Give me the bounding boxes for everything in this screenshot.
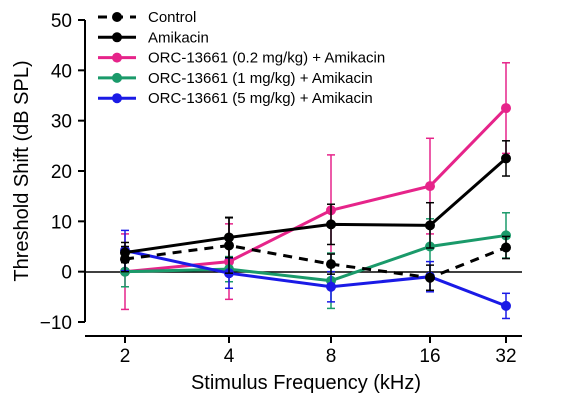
legend-label: Control xyxy=(148,9,196,26)
legend-item-2: ORC-13661 (0.2 mg/kg) + Amikacin xyxy=(98,50,385,67)
x-tick-label: 16 xyxy=(419,346,440,367)
x-tick-label: 32 xyxy=(495,346,516,367)
data-point xyxy=(425,220,435,231)
series-line xyxy=(124,107,508,274)
legend-item-3: ORC-13661 (1 mg/kg) + Amikacin xyxy=(98,70,373,87)
data-point xyxy=(224,240,234,251)
series-layer xyxy=(120,62,511,320)
legend: Control Amikacin ORC-13661 (0.2 mg/kg) + A… xyxy=(98,9,385,107)
data-point xyxy=(326,259,336,270)
legend-label: ORC-13661 (5 mg/kg) + Amikacin xyxy=(148,90,373,107)
legend-marker xyxy=(112,72,122,83)
data-point xyxy=(501,300,511,311)
y-tick-label: 10 xyxy=(51,212,72,233)
y-tick-label: 40 xyxy=(51,61,72,82)
series-line xyxy=(124,157,507,255)
legend-label: ORC-13661 (0.2 mg/kg) + Amikacin xyxy=(148,50,385,67)
y-tick-label: 50 xyxy=(51,11,72,32)
data-point xyxy=(425,272,435,283)
y-tick-label: 0 xyxy=(61,263,72,284)
y-tick-label: −10 xyxy=(40,313,72,334)
data-point xyxy=(501,230,511,241)
legend-item-1: Amikacin xyxy=(98,29,209,46)
series-0 xyxy=(120,217,511,292)
data-point xyxy=(326,219,336,230)
y-tick-label: 30 xyxy=(51,112,72,133)
x-tick-label: 8 xyxy=(326,346,337,367)
y-tick-label: 20 xyxy=(51,162,72,183)
series-line xyxy=(124,233,507,283)
legend-marker xyxy=(112,52,122,63)
legend-marker xyxy=(112,32,122,43)
y-axis-label: Threshold Shift (dB SPL) xyxy=(11,60,33,281)
x-ticks: 2 4 8 16 32 xyxy=(120,336,517,367)
data-point xyxy=(501,153,511,164)
data-point xyxy=(501,242,511,253)
legend-marker xyxy=(112,93,122,104)
legend-label: ORC-13661 (1 mg/kg) + Amikacin xyxy=(148,70,373,87)
data-point xyxy=(501,103,511,114)
x-tick-label: 4 xyxy=(224,346,235,367)
legend-item-4: ORC-13661 (5 mg/kg) + Amikacin xyxy=(98,90,373,107)
x-axis-label: Stimulus Frequency (kHz) xyxy=(191,372,421,394)
data-point xyxy=(326,281,336,292)
data-point xyxy=(425,181,435,192)
data-point xyxy=(120,254,130,265)
axes xyxy=(84,20,522,337)
x-tick-label: 2 xyxy=(120,346,131,367)
y-ticks: −10 0 10 20 30 40 50 xyxy=(40,11,85,334)
legend-marker xyxy=(112,12,122,22)
legend-label: Amikacin xyxy=(148,29,209,46)
legend-item-0: Control xyxy=(98,9,196,26)
